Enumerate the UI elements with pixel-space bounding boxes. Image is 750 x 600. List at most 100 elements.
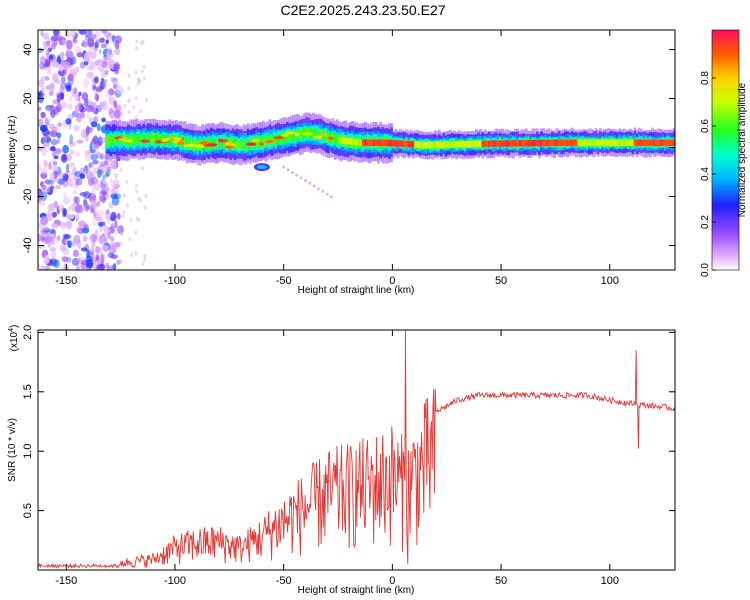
noise-blob	[41, 236, 46, 241]
band-core-cell	[551, 139, 554, 147]
noise-blob	[137, 78, 141, 83]
noise-blob	[107, 232, 111, 240]
band-hotspot	[124, 139, 133, 143]
noise-blob	[79, 192, 88, 197]
spectrogram-x-ticks: -150 -100 -50 0 50 100	[55, 30, 619, 287]
noise-blob	[91, 144, 100, 154]
noise-blob	[128, 110, 131, 114]
colorbar-tick-label: 0.6	[700, 119, 711, 133]
noise-blob	[47, 212, 53, 222]
band-core-cell	[531, 140, 535, 147]
band-core-cell	[466, 141, 470, 148]
noise-blob	[69, 134, 74, 144]
band-core-cell	[385, 139, 389, 147]
noise-blob	[66, 39, 73, 50]
noise-blob	[80, 92, 88, 101]
band-core-cell	[579, 139, 583, 146]
noise-blob	[81, 227, 90, 234]
band-hotspot	[302, 132, 313, 136]
noise-blob	[100, 79, 107, 84]
band-core-cell	[596, 139, 600, 146]
band-core-cell	[464, 141, 467, 148]
noise-blob	[61, 207, 65, 218]
noise-blob	[77, 227, 84, 234]
noise-blob	[53, 200, 58, 209]
noise-blob	[44, 117, 49, 127]
noise-blob	[114, 48, 121, 56]
noise-blob	[88, 197, 97, 203]
band-hotspot	[327, 136, 334, 140]
band-cell	[220, 137, 224, 148]
noise-blob	[145, 97, 148, 102]
noise-blob	[69, 30, 76, 39]
noise-blob	[96, 38, 102, 45]
noise-blob	[61, 154, 68, 163]
noise-blob	[119, 258, 123, 263]
noise-blob	[79, 167, 85, 176]
noise-blob	[141, 261, 145, 266]
noise-blob	[48, 90, 54, 97]
band-core-cell	[612, 139, 615, 146]
noise-blob	[74, 104, 80, 114]
noise-blob	[92, 135, 99, 145]
noise-blob	[39, 56, 46, 65]
tail-dot	[317, 187, 320, 191]
noise-blob	[63, 191, 67, 200]
noise-blob	[42, 227, 51, 233]
tail-dot	[321, 189, 325, 193]
band-cell	[116, 135, 120, 146]
snr-background	[38, 330, 675, 570]
noise-blob	[89, 248, 95, 255]
noise-blob	[107, 47, 113, 55]
noise-blob	[108, 202, 114, 209]
noise-blob	[53, 178, 59, 183]
noise-blob	[94, 76, 99, 84]
noise-blob	[65, 256, 72, 263]
noise-blob	[45, 117, 52, 122]
noise-blob	[74, 95, 79, 101]
noise-blob	[57, 178, 65, 185]
band-core-cell	[609, 139, 613, 146]
x-tick-label: 0	[389, 575, 395, 587]
band-core-cell	[361, 139, 365, 146]
spectrogram-x-label: Height of straight line (km)	[298, 285, 415, 296]
band-hotspot	[273, 136, 285, 140]
band-cell	[235, 141, 239, 151]
noise-blob	[110, 223, 115, 234]
noise-blob	[83, 78, 90, 88]
band-core-cell	[372, 139, 376, 146]
noise-blob	[94, 183, 101, 191]
noise-blob	[72, 249, 80, 257]
band-core-cell	[548, 139, 552, 147]
noise-blob	[62, 173, 69, 182]
band-cell	[325, 133, 328, 143]
band-hotspot	[194, 145, 204, 149]
band-cell	[255, 138, 259, 148]
band-cell	[161, 133, 165, 144]
band-cell	[183, 137, 187, 148]
noise-blob	[43, 140, 47, 150]
noise-blob	[100, 145, 106, 150]
noise-blob	[113, 193, 122, 199]
noise-blob	[122, 210, 126, 215]
noise-blob	[139, 198, 143, 203]
noise-blob	[92, 85, 96, 90]
band-core-cell	[527, 140, 530, 147]
band-cell	[314, 128, 317, 139]
band-hotspot	[118, 137, 126, 141]
band-core-cell	[344, 137, 348, 145]
band-core-cell	[383, 139, 387, 146]
noise-blob	[128, 237, 132, 242]
noise-blob	[90, 200, 95, 206]
noise-blob	[60, 39, 64, 45]
noise-blob	[45, 105, 53, 111]
band-core-cell	[338, 137, 341, 144]
band-core-cell	[392, 140, 396, 147]
noise-blob	[38, 118, 44, 127]
noise-blob	[59, 221, 67, 230]
band-core-cell	[498, 140, 502, 147]
band-cell	[185, 138, 189, 149]
noise-blob	[95, 246, 99, 255]
band-core-cell	[616, 139, 620, 146]
band-cell	[285, 132, 289, 142]
